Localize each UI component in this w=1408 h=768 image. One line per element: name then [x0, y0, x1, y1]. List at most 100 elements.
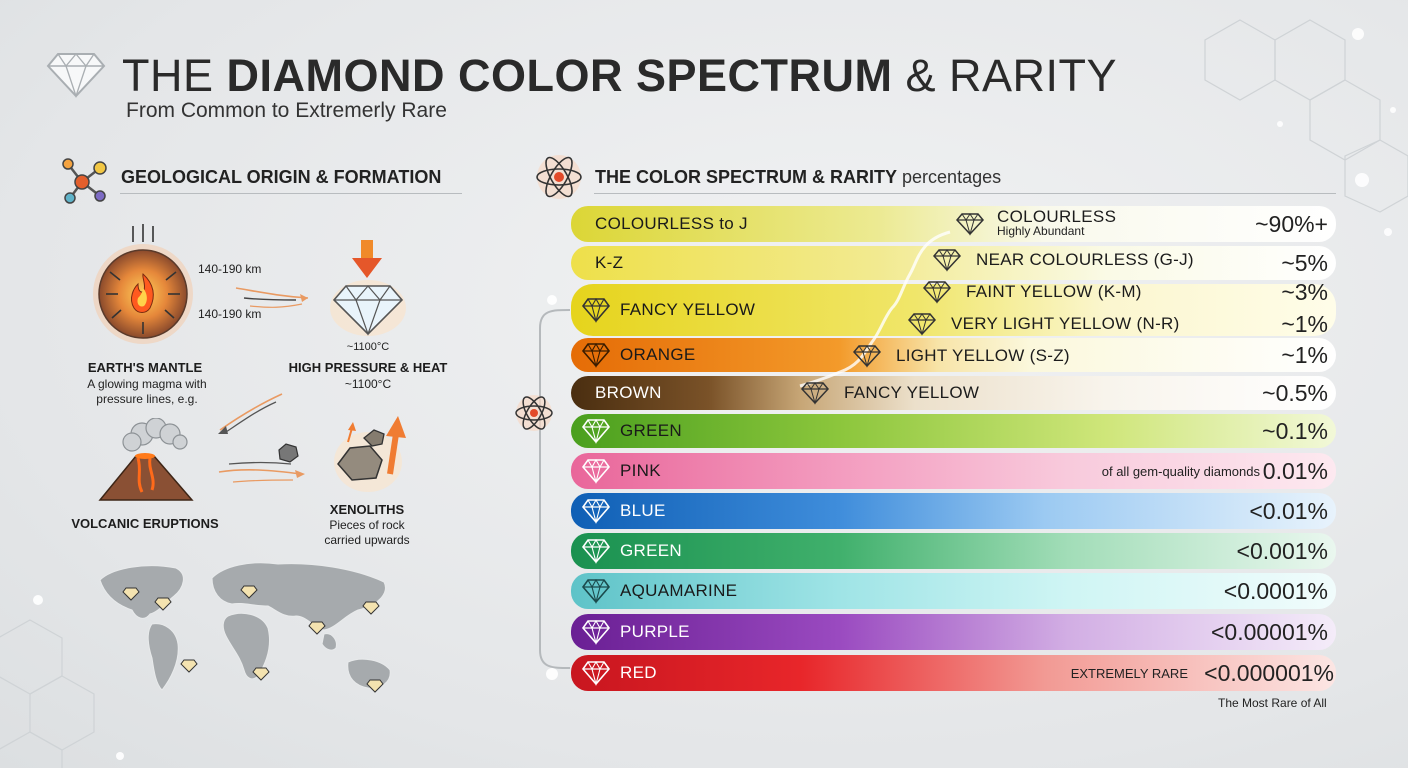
pressure-title: HIGH PRESSURE & HEAT — [288, 360, 448, 375]
row-note: EXTREMELY RARE — [1070, 665, 1188, 681]
subgrade-label: COLOURLESS — [997, 207, 1117, 226]
row-name: ORANGE — [620, 345, 696, 364]
subgrade-description: Highly Abundant — [997, 224, 1085, 238]
row-name: AQUAMARINE — [620, 581, 738, 600]
row-name: PINK — [620, 461, 661, 480]
diamond-icon — [908, 313, 936, 336]
row-percent: <0.00001% — [1210, 618, 1328, 645]
rarity-row-fancy-yellow: FANCY YELLOW — [571, 284, 1336, 336]
rarity-row-blue: BLUE <0.01% — [571, 493, 1336, 529]
flow-arrows-middle — [218, 393, 283, 434]
subgrade-light-yellow: LIGHT YELLOW (S-Z) — [852, 343, 1070, 369]
mantle-title: EARTH'S MANTLE — [87, 360, 203, 375]
page-title: THE DIAMOND COLOR SPECTRUM & RARITY — [122, 50, 1117, 102]
page-subtitle: From Common to Extremerly Rare — [126, 99, 447, 122]
diamond-icon — [581, 498, 611, 524]
flow-arrows-top — [235, 287, 309, 308]
atom-small-icon — [515, 395, 553, 431]
row-name: FANCY YELLOW — [620, 300, 756, 319]
row-percent: <0.001% — [1236, 537, 1328, 564]
row-name: RED — [620, 663, 657, 682]
footnote: The Most Rare of All — [1218, 696, 1327, 710]
subgrade-fancy-yellow: FANCY YELLOW — [800, 380, 979, 406]
row-percent: ~0.5% — [1262, 379, 1328, 406]
subgrade-label: NEAR COLOURLESS (G-J) — [976, 250, 1194, 269]
percent-fancy-yellow: ~3% — [1281, 279, 1328, 305]
pressure-diamond-icon — [330, 280, 406, 336]
subgrade-colourless: COLOURLESS Highly Abundant — [955, 208, 1116, 240]
rarity-row-colourless: COLOURLESS to J ~90%+ — [571, 206, 1336, 242]
row-percent: ~5% — [1281, 249, 1328, 276]
world-map-illustration — [99, 562, 391, 693]
diamond-icon — [801, 382, 829, 405]
flow-arrows-bottom — [218, 461, 305, 483]
row-name: GREEN — [620, 541, 682, 560]
rarity-row-brown: BROWN ~0.5% — [571, 376, 1336, 410]
subgrade-label: VERY LIGHT YELLOW (N-R) — [951, 314, 1180, 333]
temperature-label-small: ~1100°C — [346, 341, 390, 353]
spectrum-heading-light: percentages — [902, 167, 1002, 187]
row-percent: ~1% — [1281, 341, 1328, 368]
geology-heading: GEOLOGICAL ORIGIN & FORMATION — [121, 167, 442, 187]
rarity-row-purple: PURPLE <0.00001% — [571, 614, 1336, 650]
spectrum-heading: THE COLOR SPECTRUM & RARITY percentages — [595, 167, 1001, 188]
rarity-row-green-2: GREEN <0.001% — [571, 533, 1336, 569]
row-note: of all gem-quality diamonds — [1101, 463, 1260, 479]
volcano-illustration — [98, 418, 194, 501]
row-percent: 0.01% — [1262, 457, 1328, 484]
spectrum-heading-bold: THE COLOR SPECTRUM & RARITY — [595, 167, 898, 187]
xenolith-title: XENOLITHS — [329, 502, 405, 517]
diamond-icon — [956, 213, 984, 236]
row-percent: <0.0001% — [1223, 577, 1328, 604]
percent-very-light-yellow: ~1% — [1281, 311, 1328, 337]
diamond-icon — [581, 458, 611, 484]
row-name: K-Z — [595, 253, 624, 272]
diamond-icon — [933, 249, 961, 272]
earth-mantle-illustration — [93, 224, 193, 344]
diamond-icon — [581, 418, 611, 444]
subgrade-faint-yellow: FAINT YELLOW (K-M) — [922, 279, 1142, 305]
rarity-bracket — [539, 309, 571, 669]
row-percent: <0.000001% — [1204, 659, 1334, 686]
subgrade-label: LIGHT YELLOW (S-Z) — [896, 346, 1070, 365]
diamond-icon — [581, 538, 611, 564]
diamond-icon — [581, 619, 611, 645]
small-rock-icon — [278, 443, 299, 463]
diamond-icon — [581, 342, 611, 368]
subgrade-very-light-yellow: VERY LIGHT YELLOW (N-R) — [907, 311, 1180, 337]
depth-label-bottom: 140-190 km — [198, 307, 262, 321]
diamond-icon — [853, 345, 881, 368]
row-percent: ~0.1% — [1262, 417, 1328, 444]
row-name: COLOURLESS to J — [595, 214, 748, 233]
rarity-row-aquamarine: AQUAMARINE <0.0001% — [571, 573, 1336, 609]
spectrum-heading-divider — [594, 193, 1336, 194]
atom-icon — [536, 155, 582, 199]
row-percent: ~90%+ — [1255, 210, 1328, 237]
rarity-row-pink: PINK of all gem-quality diamonds 0.01% — [571, 453, 1336, 489]
row-name: BROWN — [595, 383, 662, 402]
diamond-logo-icon — [46, 52, 106, 98]
subgrade-label: FANCY YELLOW — [844, 383, 980, 402]
mine-markers — [122, 585, 384, 693]
subgrade-near-colourless: NEAR COLOURLESS (G-J) — [932, 247, 1194, 273]
depth-label-top: 140-190 km — [198, 262, 262, 276]
row-name: PURPLE — [620, 622, 690, 641]
rarity-row-orange: ORANGE ~1% — [571, 338, 1336, 372]
row-percent: <0.01% — [1249, 497, 1328, 524]
rarity-row-green: GREEN ~0.1% — [571, 414, 1336, 448]
mantle-description: A glowing magma with pressure lines, e.g… — [87, 377, 207, 406]
subgrade-connector — [799, 230, 951, 388]
diamond-icon — [581, 297, 611, 323]
rarity-row-red: RED EXTREMELY RARE <0.000001% — [571, 655, 1336, 691]
xenolith-description: Pieces of rock carried upwards — [324, 518, 410, 547]
subgrade-label: FAINT YELLOW (K-M) — [966, 282, 1142, 301]
pressure-temperature: ~1100°C — [344, 377, 392, 391]
pressure-arrow-icon — [352, 240, 382, 278]
molecule-icon — [62, 158, 107, 204]
diamond-icon — [581, 578, 611, 604]
title-part-bold: DIAMOND COLOR SPECTRUM — [226, 50, 893, 101]
diamond-icon — [581, 660, 611, 686]
title-part-light: THE — [122, 50, 214, 101]
diamond-icon — [923, 281, 951, 304]
